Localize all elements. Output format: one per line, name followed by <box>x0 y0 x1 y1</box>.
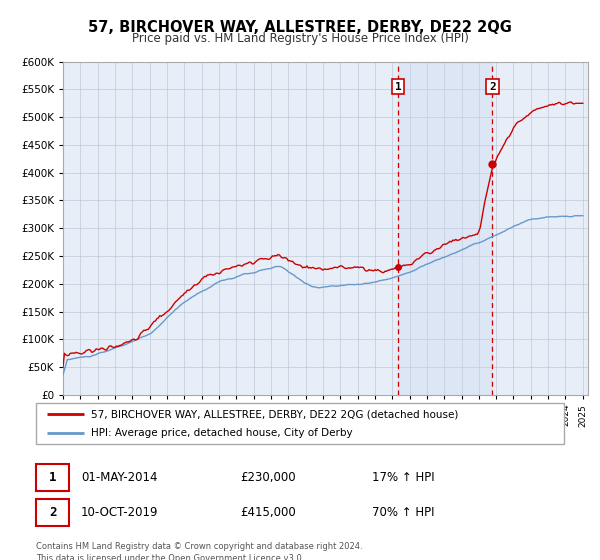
Text: £415,000: £415,000 <box>240 506 296 519</box>
Text: 2: 2 <box>489 82 496 92</box>
Text: 57, BIRCHOVER WAY, ALLESTREE, DERBY, DE22 2QG: 57, BIRCHOVER WAY, ALLESTREE, DERBY, DE2… <box>88 20 512 35</box>
Text: 1: 1 <box>49 470 56 484</box>
Text: Price paid vs. HM Land Registry's House Price Index (HPI): Price paid vs. HM Land Registry's House … <box>131 32 469 45</box>
Text: 2: 2 <box>49 506 56 519</box>
Text: 17% ↑ HPI: 17% ↑ HPI <box>372 470 434 484</box>
Text: 57, BIRCHOVER WAY, ALLESTREE, DERBY, DE22 2QG (detached house): 57, BIRCHOVER WAY, ALLESTREE, DERBY, DE2… <box>91 409 459 419</box>
Bar <box>398 62 493 395</box>
Text: 1: 1 <box>395 82 401 92</box>
Text: Contains HM Land Registry data © Crown copyright and database right 2024.
This d: Contains HM Land Registry data © Crown c… <box>36 542 362 560</box>
Text: 70% ↑ HPI: 70% ↑ HPI <box>372 506 434 519</box>
Text: HPI: Average price, detached house, City of Derby: HPI: Average price, detached house, City… <box>91 428 353 437</box>
Text: £230,000: £230,000 <box>240 470 296 484</box>
Text: 01-MAY-2014: 01-MAY-2014 <box>81 470 157 484</box>
Text: 10-OCT-2019: 10-OCT-2019 <box>81 506 158 519</box>
